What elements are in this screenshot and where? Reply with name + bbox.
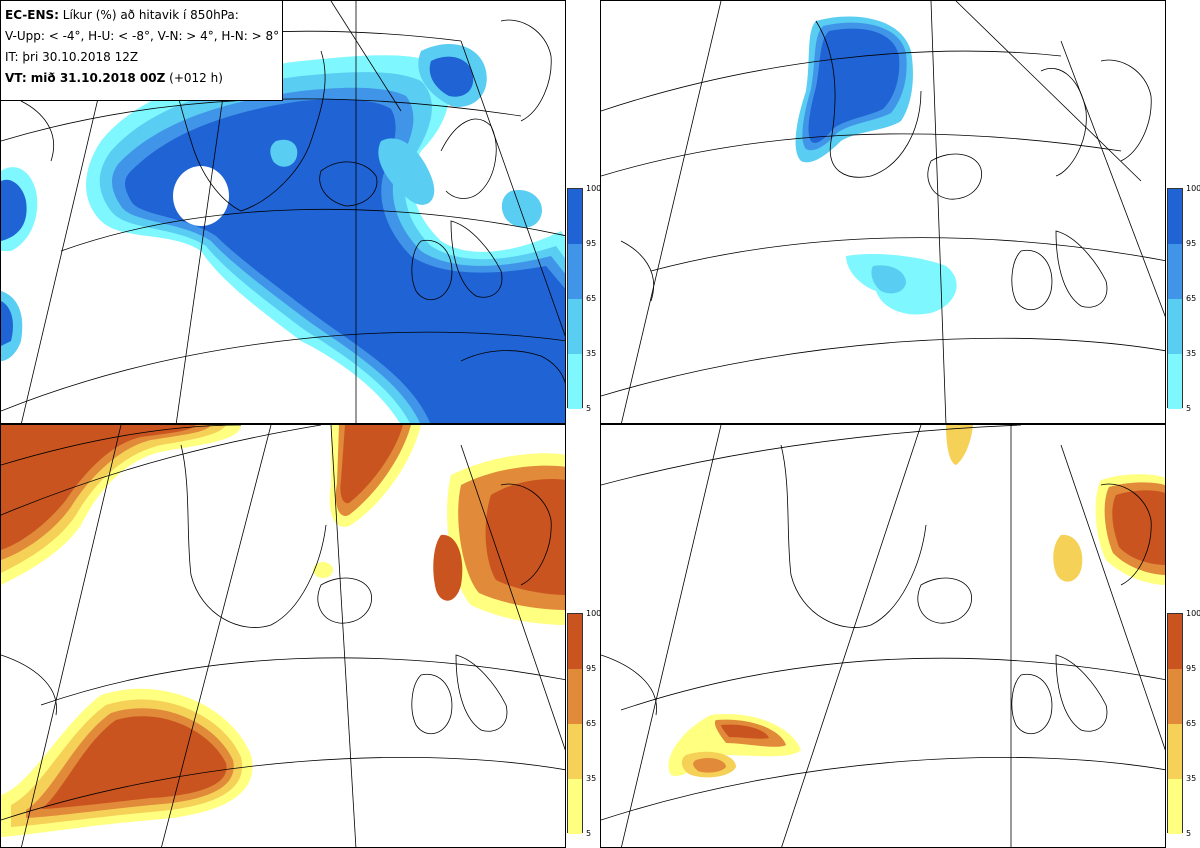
colorbar-cold-top: 100 95 65 35 5 xyxy=(567,185,601,413)
coastlines xyxy=(620,20,1152,311)
map-panel-bottom-left xyxy=(0,424,566,848)
colorbar-tick: 100 xyxy=(1186,609,1200,618)
colorbar-tick: 5 xyxy=(1186,404,1192,413)
colorbar-tick: 100 xyxy=(1186,184,1200,193)
probability-map-cold-4 xyxy=(1,1,565,423)
map-panel-top-left: EC-ENS: Líkur (%) að hitavik í 850hPa: V… xyxy=(0,0,566,424)
colorbar-tick: 95 xyxy=(1186,239,1197,248)
warm-anomaly-field xyxy=(668,425,1165,778)
colorbar-tick: 65 xyxy=(1186,719,1197,728)
colorbar-tick: 35 xyxy=(586,774,597,783)
lead-time: (+012 h) xyxy=(169,71,223,85)
colorbar-tick: 35 xyxy=(1186,774,1197,783)
probability-map-warm-8 xyxy=(601,425,1165,847)
colorbar-tick: 95 xyxy=(586,239,597,248)
graticule xyxy=(601,425,1165,847)
colorbar-tick: 95 xyxy=(586,664,597,673)
title-text: Líkur (%) að hitavik í 850hPa: xyxy=(62,8,239,22)
graticule xyxy=(601,1,1165,423)
warm-anomaly-field xyxy=(1,425,565,837)
colorbar-warm-left: 100 95 65 35 5 xyxy=(567,610,601,838)
colorbar-tick: 100 xyxy=(586,184,602,193)
colorbar-tick: 65 xyxy=(586,719,597,728)
valid-time: VT: mið 31.10.2018 00Z xyxy=(5,71,166,85)
forecast-info-box: EC-ENS: Líkur (%) að hitavik í 850hPa: V… xyxy=(1,1,283,101)
colorbar-cold-bottom: 100 95 65 35 5 xyxy=(1167,185,1200,413)
colorbar-tick: 35 xyxy=(586,349,597,358)
colorbar-tick: 35 xyxy=(1186,349,1197,358)
colorbar-tick: 65 xyxy=(586,294,597,303)
cold-anomaly-field xyxy=(1,43,565,423)
colorbar-tick: 5 xyxy=(586,829,592,838)
colorbar-tick: 65 xyxy=(1186,294,1197,303)
probability-map-warm-4 xyxy=(1,425,565,847)
probability-map-cold-8 xyxy=(601,1,1165,423)
legend-line: V-Upp: < -4°, H-U: < -8°, V-N: > 4°, H-N… xyxy=(5,29,280,43)
graticule xyxy=(1,425,565,847)
map-panel-bottom-right xyxy=(600,424,1166,848)
colorbar-tick: 95 xyxy=(1186,664,1197,673)
map-panel-top-right xyxy=(600,0,1166,424)
colorbar-tick: 100 xyxy=(586,609,602,618)
title-prefix: EC-ENS: xyxy=(5,8,59,22)
initial-time: IT: þri 30.10.2018 12Z xyxy=(5,50,139,64)
colorbar-tick: 5 xyxy=(1186,829,1192,838)
colorbar-tick: 5 xyxy=(586,404,592,413)
coastlines xyxy=(1,444,552,735)
coastlines xyxy=(601,444,1152,735)
colorbar-warm-right: 100 95 65 35 5 xyxy=(1167,610,1200,838)
